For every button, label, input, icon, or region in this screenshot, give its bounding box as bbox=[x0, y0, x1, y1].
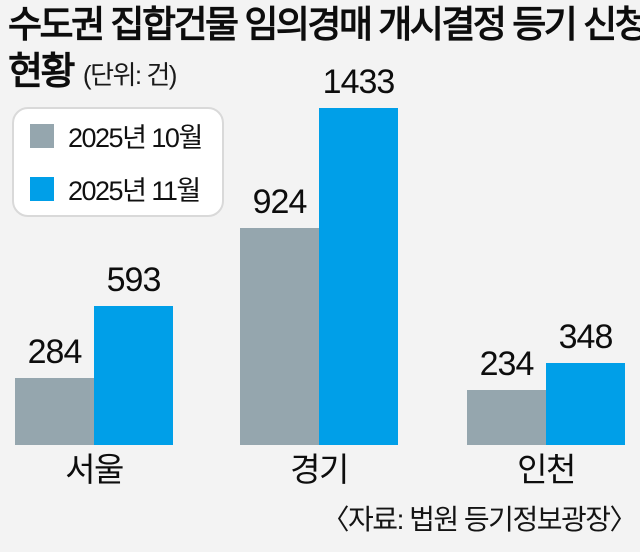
value-label-2025-10-incheon: 234 bbox=[479, 345, 535, 383]
legend-label-october: 2025년 10월 bbox=[68, 123, 203, 153]
unit-label: (단위: 건) bbox=[82, 60, 178, 90]
category-label-incheon: 인천 bbox=[517, 451, 576, 488]
legend-label-november: 2025년 11월 bbox=[68, 176, 201, 206]
bar-2025-10-incheon bbox=[467, 390, 546, 445]
source-credit: 〈자료: 법원 등기정보광장〉 bbox=[321, 504, 638, 535]
chart-title-line1: 수도권 집합건물 임의경매 개시결정 등기 신청 bbox=[8, 4, 640, 45]
category-label-gyeonggi: 경기 bbox=[290, 451, 349, 488]
legend-item-october: 2025년 10월 bbox=[30, 116, 222, 155]
bar-2025-11-seoul bbox=[94, 306, 173, 445]
bar-2025-11-incheon bbox=[546, 363, 625, 445]
value-label-2025-11-gyeonggi: 1433 bbox=[322, 63, 396, 101]
value-label-2025-10-seoul: 284 bbox=[27, 333, 83, 371]
bar-2025-10-seoul bbox=[15, 378, 94, 445]
value-label-2025-10-gyeonggi: 924 bbox=[252, 183, 308, 221]
legend-item-november: 2025년 11월 bbox=[30, 169, 222, 208]
legend-swatch-gray bbox=[30, 123, 54, 148]
legend-swatch-blue bbox=[30, 176, 54, 201]
bar-2025-10-gyeonggi bbox=[240, 228, 319, 445]
chart-title-line2: 현황 (단위: 건) bbox=[8, 51, 178, 94]
legend-box: 2025년 10월 2025년 11월 bbox=[12, 107, 224, 217]
value-label-2025-11-seoul: 593 bbox=[106, 261, 162, 299]
bar-2025-11-gyeonggi bbox=[319, 108, 398, 445]
value-label-2025-11-incheon: 348 bbox=[558, 318, 614, 356]
category-label-seoul: 서울 bbox=[65, 451, 124, 488]
chart-title-line2-main: 현황 bbox=[8, 51, 75, 93]
